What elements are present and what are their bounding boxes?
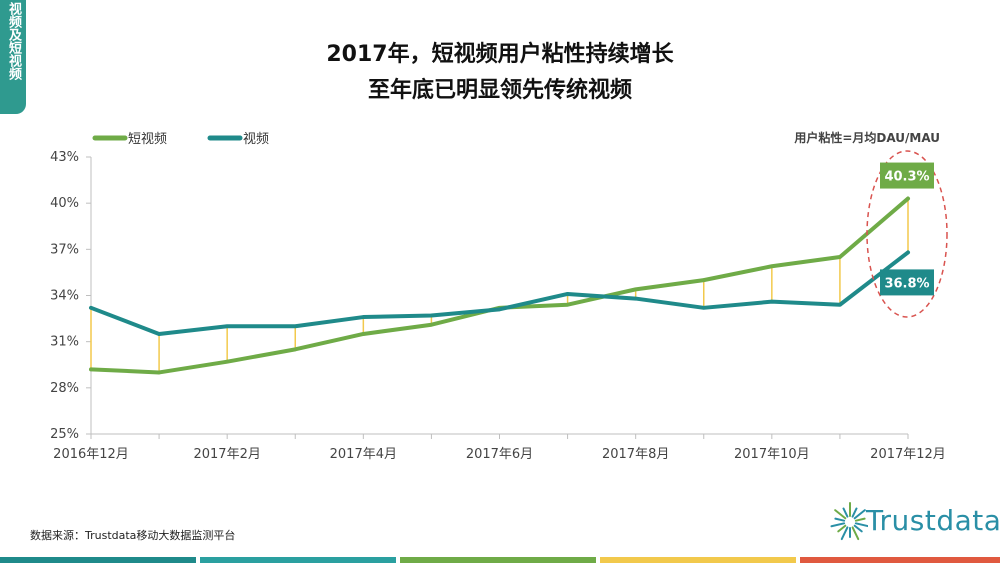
highlight-ellipse — [866, 150, 948, 318]
data-point — [361, 315, 366, 319]
data-point — [497, 307, 502, 312]
chart-series — [89, 196, 910, 375]
data-point — [429, 313, 434, 318]
logo-ray — [837, 524, 847, 533]
logo-ray — [854, 522, 868, 528]
data-point — [361, 332, 366, 336]
highlight-group: 40.3% 36.8% — [866, 150, 948, 318]
footer-bar-2 — [200, 557, 396, 563]
data-point — [838, 255, 842, 259]
y-tick-label: 28% — [50, 381, 79, 396]
series-line-short-video — [89, 196, 910, 375]
legend-label-video: 视频 — [243, 132, 269, 147]
y-tick-label: 43% — [50, 150, 79, 165]
y-tick-label: 40% — [50, 196, 79, 211]
data-point — [838, 302, 842, 307]
logo-ray — [851, 507, 858, 518]
footer-bar-1 — [0, 557, 196, 563]
data-point — [701, 278, 706, 282]
data-point — [225, 324, 229, 329]
x-tick-label: 2017年8月 — [602, 447, 669, 462]
data-point — [633, 296, 638, 301]
data-point — [89, 306, 93, 310]
logo-ray — [834, 517, 846, 522]
logo-ray — [851, 526, 860, 541]
data-point — [293, 347, 298, 352]
trustdata-logo: Trustdata — [828, 496, 1000, 546]
chart-legend: 短视频 视频 — [92, 132, 269, 147]
footer-bar-3 — [400, 557, 596, 563]
data-point — [429, 322, 434, 327]
data-point — [565, 292, 570, 296]
y-tick-label: 31% — [50, 335, 79, 350]
logo-text: Trustdata — [866, 504, 1000, 537]
data-label-bg-short-video — [880, 162, 934, 189]
data-source: 数据来源：Trustdata移动大数据监测平台 — [30, 529, 236, 542]
x-tick-label: 2016年12月 — [53, 447, 129, 462]
data-label-short-video: 40.3% — [884, 170, 929, 185]
x-tick-label: 2017年4月 — [330, 447, 397, 462]
y-tick-label: 25% — [50, 427, 79, 442]
chart-axes: 43% 40% 37% 34% 31% 28% 25% 2016年12月 2017年2月 2017… — [50, 150, 946, 462]
legend-label-short-video: 短视频 — [128, 132, 167, 147]
x-tick-label: 2017年6月 — [466, 447, 533, 462]
logo-ray — [840, 526, 849, 541]
logo-ray — [853, 524, 863, 533]
data-point — [565, 302, 570, 307]
metric-note: 用户粘性=月均DAU/MAU — [793, 130, 940, 145]
data-point — [770, 264, 774, 269]
data-point — [293, 324, 298, 329]
gap-connectors — [90, 198, 909, 373]
data-point — [770, 299, 774, 304]
page-title: 2017年，短视频用户粘性持续增长 — [326, 42, 674, 67]
page-subtitle: 至年底已明显领先传统视频 — [367, 78, 632, 103]
data-point — [906, 250, 910, 255]
side-section-tab: 视频及短视频 — [0, 0, 26, 114]
logo-ray — [853, 509, 866, 520]
data-label-video: 36.8% — [884, 276, 929, 291]
footer-bar-4 — [600, 557, 796, 563]
x-tick-label: 2017年2月 — [193, 447, 260, 462]
logo-burst-icon — [830, 502, 868, 541]
footer-bar-5 — [800, 557, 1000, 563]
logo-ray — [854, 517, 866, 522]
y-tick-label: 34% — [50, 289, 79, 304]
data-point — [906, 196, 910, 201]
data-point — [157, 370, 161, 375]
data-point — [701, 306, 706, 310]
x-tick-label: 2017年12月 — [870, 447, 946, 462]
data-point — [89, 367, 93, 372]
logo-ray — [834, 509, 847, 520]
data-point — [633, 287, 638, 292]
logo-ray — [830, 522, 846, 528]
data-point — [225, 359, 229, 364]
x-tick-label: 2017年10月 — [734, 447, 810, 462]
y-tick-label: 37% — [50, 242, 79, 257]
data-label-bg-video — [880, 269, 934, 296]
logo-ray — [842, 507, 849, 518]
data-point — [157, 332, 161, 336]
